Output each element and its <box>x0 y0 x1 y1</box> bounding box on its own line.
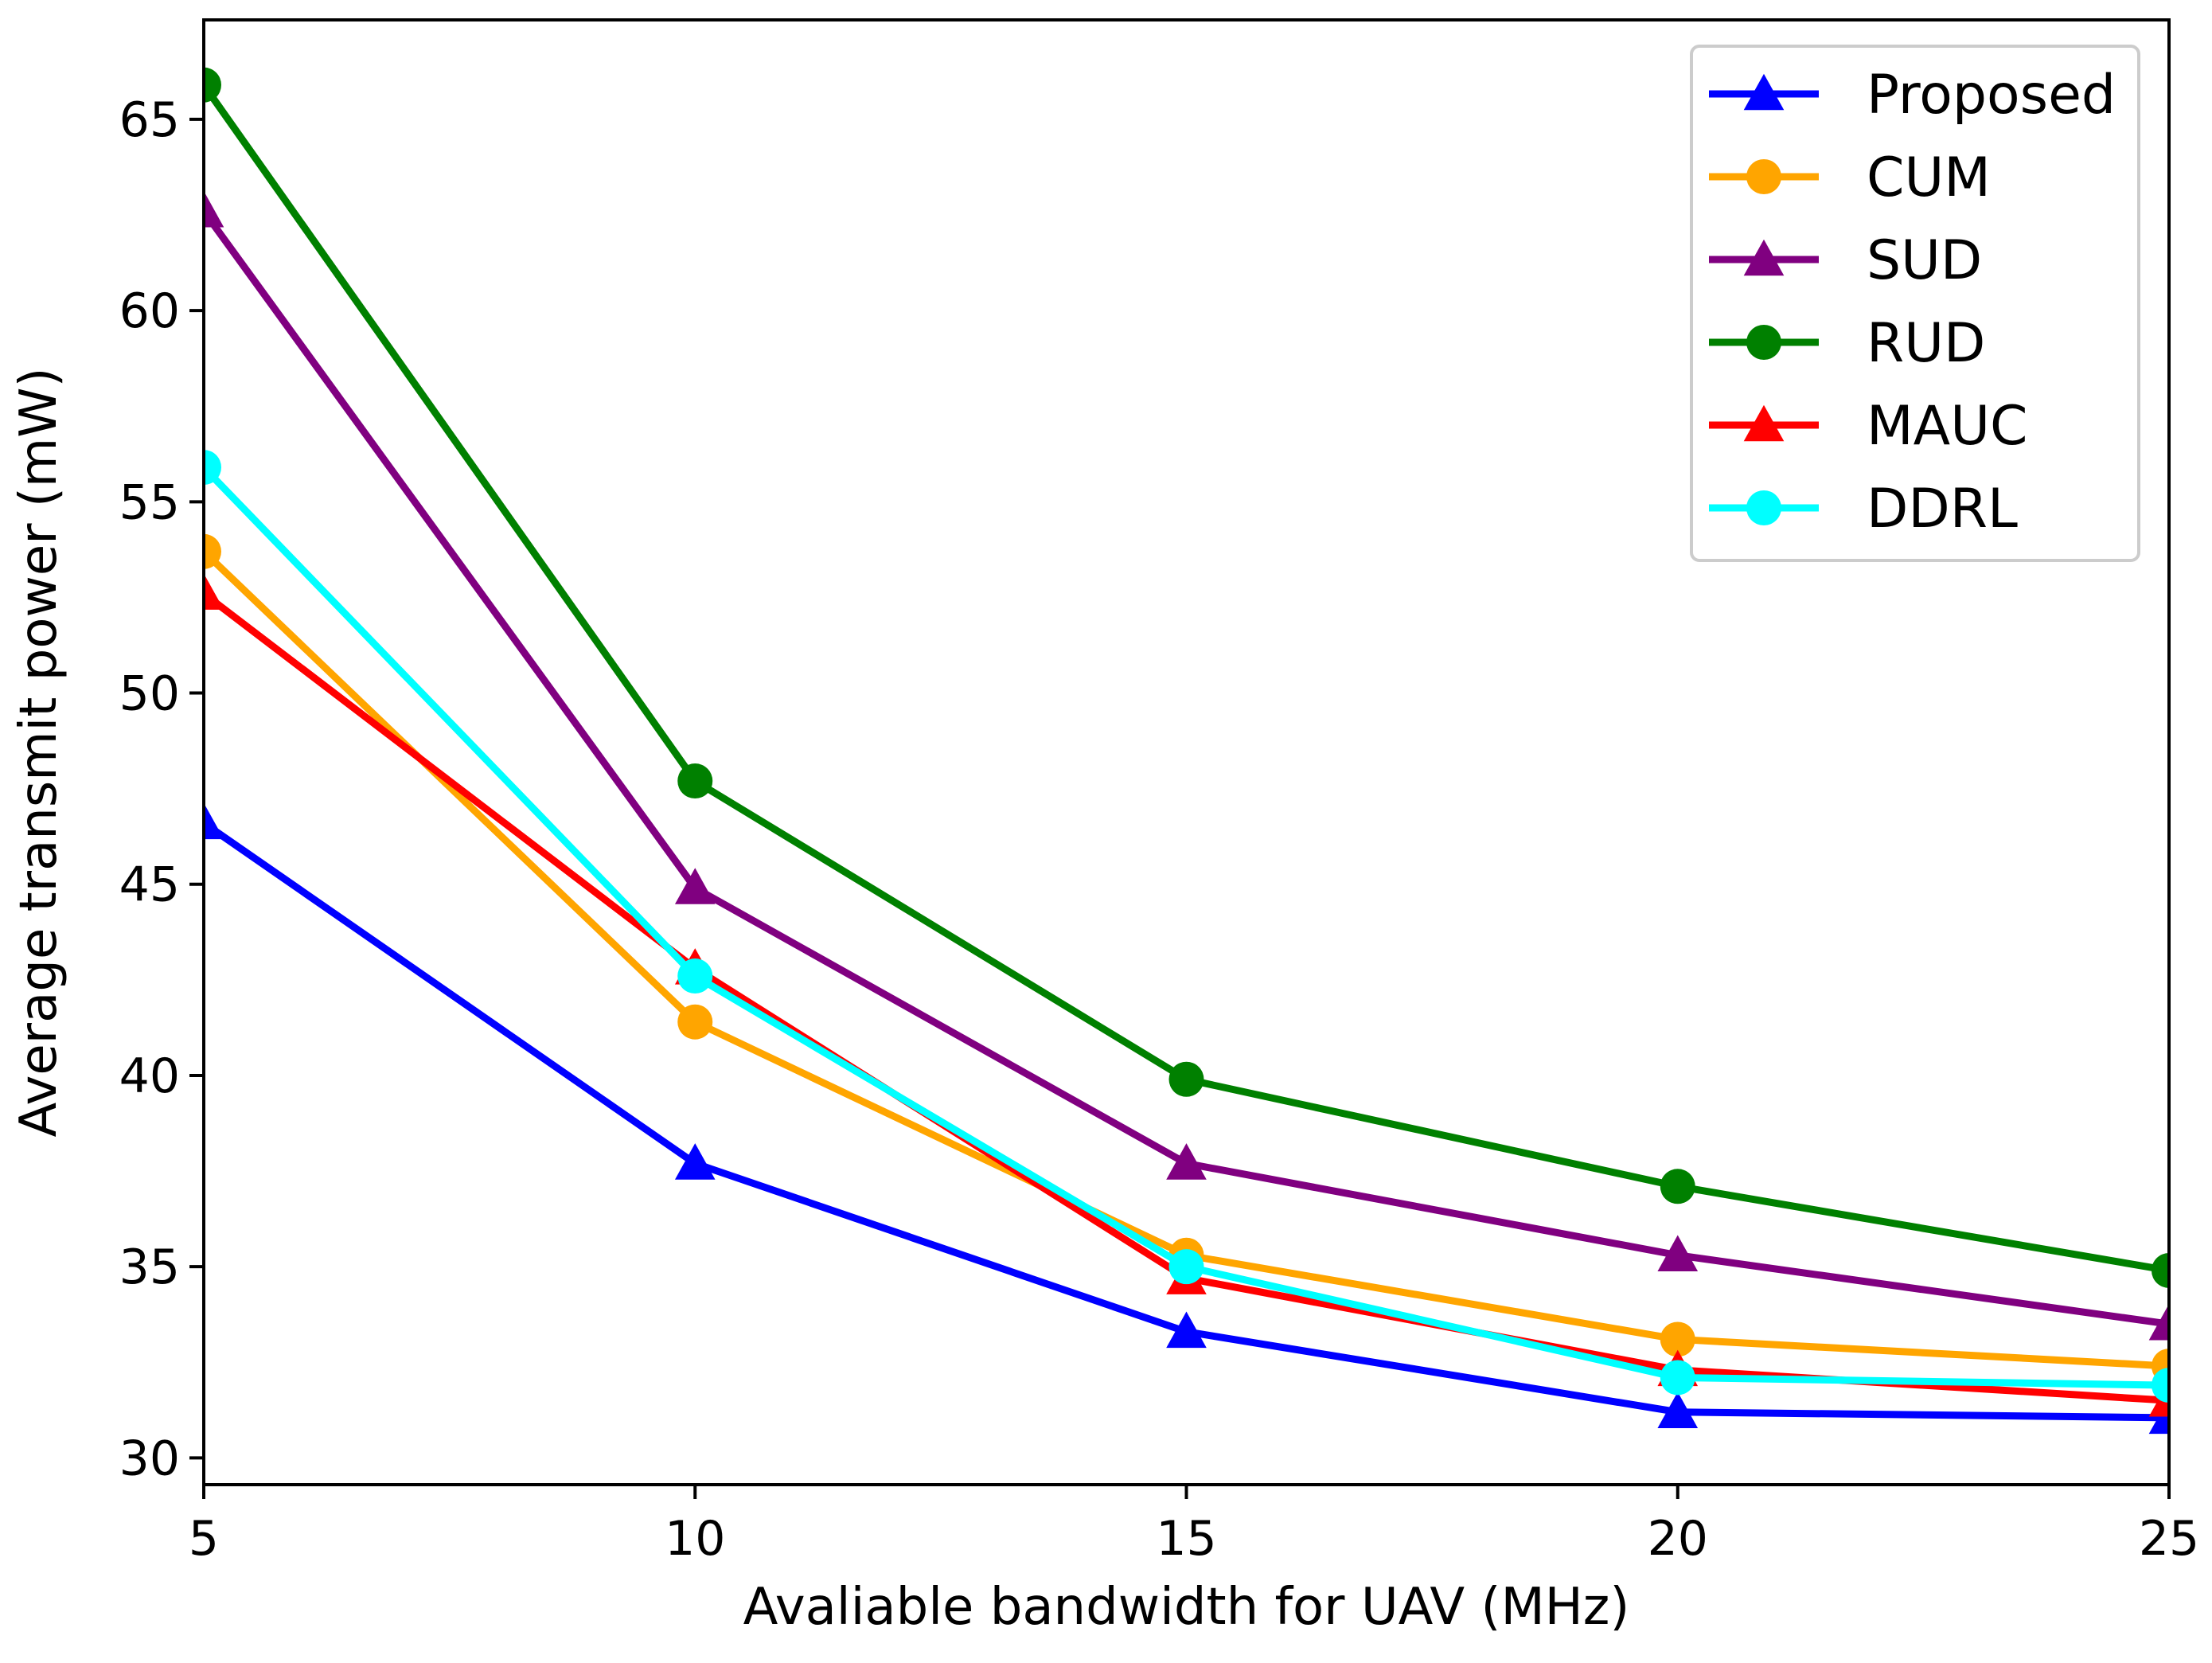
data-point-proposed <box>1166 1311 1207 1349</box>
legend-marker <box>1746 159 1781 194</box>
axes: 5 10 15 20 25 30 35 40 45 50 55 60 65 <box>119 18 2199 1567</box>
legend-marker <box>1743 404 1785 442</box>
y-tick-label: 60 <box>119 283 180 339</box>
x-tick-label: 20 <box>1648 1511 1708 1567</box>
x-tick-label: 10 <box>665 1511 725 1567</box>
data-point-proposed <box>674 1143 716 1180</box>
legend-label: RUD <box>1867 312 1985 375</box>
data-point-rud <box>1660 1169 1695 1204</box>
y-tick-label: 50 <box>119 666 180 722</box>
data-point-ddrl <box>2152 1368 2169 1403</box>
data-point-cum <box>677 1004 713 1040</box>
legend-entry-ddrl: DDRL <box>1709 478 2018 541</box>
data-point-mauc <box>204 573 224 610</box>
legend-entry-proposed: Proposed <box>1709 64 2116 127</box>
legend: Proposed CUM SUD RUD MAUC DDRL <box>1690 45 2140 562</box>
x-axis-label: Avaliable bandwidth for UAV (MHz) <box>743 1578 1630 1637</box>
plot-area <box>204 67 2169 1435</box>
series-ddrl <box>204 450 2169 1403</box>
data-point-ddrl <box>677 958 713 994</box>
data-point-rud <box>204 67 221 103</box>
legend-label: Proposed <box>1867 64 2116 127</box>
legend-marker <box>1743 239 1785 276</box>
data-point-rud <box>2152 1252 2169 1288</box>
series-sud <box>204 190 2169 1341</box>
data-point-sud <box>1657 1235 1699 1271</box>
legend-marker <box>1746 490 1781 525</box>
legend-label: CUM <box>1867 146 1991 209</box>
y-axis-label: Average transmit power (mW) <box>10 368 68 1138</box>
y-tick-label: 30 <box>119 1431 180 1486</box>
series-rud <box>204 67 2169 1288</box>
legend-entry-cum: CUM <box>1709 146 1991 209</box>
data-point-ddrl <box>1168 1249 1204 1285</box>
data-point-ddrl <box>1660 1360 1695 1396</box>
legend-marker <box>1743 73 1785 111</box>
data-point-rud <box>677 763 713 799</box>
data-point-proposed <box>1657 1392 1699 1428</box>
legend-entry-mauc: MAUC <box>1709 395 2027 458</box>
legend-entry-sud: SUD <box>1709 229 1982 292</box>
y-tick-label: 45 <box>119 857 180 913</box>
data-point-sud <box>1166 1143 1207 1180</box>
data-point-sud <box>674 868 716 904</box>
x-tick-label: 25 <box>2139 1511 2199 1567</box>
legend-label: DDRL <box>1867 478 2018 541</box>
data-point-ddrl <box>204 450 221 486</box>
legend-marker <box>1746 325 1781 360</box>
legend-label: MAUC <box>1867 395 2027 458</box>
data-point-sud <box>2148 1303 2169 1341</box>
legend-entry-rud: RUD <box>1709 312 1985 375</box>
x-tick-label: 15 <box>1156 1511 1216 1567</box>
data-point-cum <box>1660 1321 1695 1357</box>
x-tick-label: 5 <box>189 1511 219 1567</box>
y-tick-label: 40 <box>119 1048 180 1104</box>
y-tick-label: 55 <box>119 474 180 530</box>
data-point-rud <box>1168 1061 1204 1097</box>
legend-label: SUD <box>1867 229 1982 292</box>
y-tick-label: 65 <box>119 92 180 148</box>
data-point-sud <box>204 190 224 228</box>
y-tick-label: 35 <box>119 1239 180 1295</box>
data-point-proposed <box>204 802 224 840</box>
data-point-cum <box>204 533 221 569</box>
